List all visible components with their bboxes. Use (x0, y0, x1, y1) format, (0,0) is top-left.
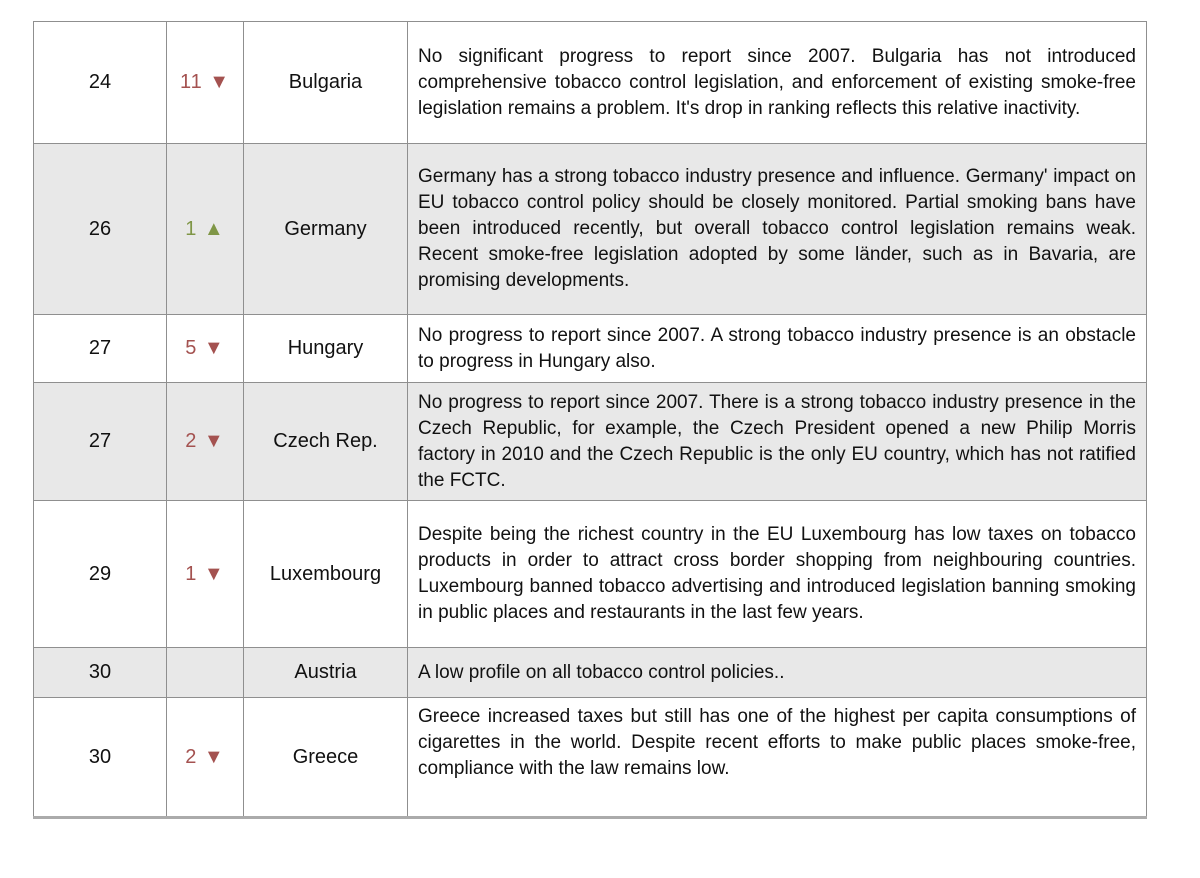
country-name: Luxembourg (243, 500, 408, 648)
country-name: Greece (243, 697, 408, 818)
rank-change-cell: 5 ▼ (166, 314, 244, 383)
country-comment: Despite being the richest country in the… (407, 500, 1147, 648)
rank-value: 30 (33, 647, 167, 698)
rank-change-down-icon: 1 ▼ (185, 562, 225, 585)
rank-change-cell: 11 ▼ (166, 21, 244, 144)
rank-change-cell: 1 ▲ (166, 143, 244, 315)
country-comment: Germany has a strong tobacco industry pr… (407, 143, 1147, 315)
rank-value: 24 (33, 21, 167, 144)
country-name: Hungary (243, 314, 408, 383)
table-row: 30 Austria A low profile on all tobacco … (33, 647, 1147, 698)
rank-change-cell (166, 647, 244, 698)
rank-value: 29 (33, 500, 167, 648)
country-name: Germany (243, 143, 408, 315)
country-comment: No progress to report since 2007. A stro… (407, 314, 1147, 383)
country-name: Bulgaria (243, 21, 408, 144)
rank-change-down-icon: 5 ▼ (185, 337, 225, 359)
rank-value: 27 (33, 382, 167, 501)
table-row: 27 5 ▼ Hungary No progress to report sin… (33, 314, 1147, 383)
table-row: 29 1 ▼ Luxembourg Despite being the rich… (33, 500, 1147, 648)
rank-change-cell: 1 ▼ (166, 500, 244, 648)
table-row: 26 1 ▲ Germany Germany has a strong toba… (33, 143, 1147, 315)
country-comment: Greece increased taxes but still has one… (407, 697, 1147, 818)
rank-change-down-icon: 2 ▼ (185, 745, 225, 768)
rank-value: 30 (33, 697, 167, 818)
rank-value: 27 (33, 314, 167, 383)
rank-change-cell: 2 ▼ (166, 382, 244, 501)
country-comment: A low profile on all tobacco control pol… (407, 647, 1147, 698)
country-comment: No progress to report since 2007. There … (407, 382, 1147, 501)
country-name: Czech Rep. (243, 382, 408, 501)
rank-change-down-icon: 2 ▼ (185, 430, 225, 452)
ranking-table: 24 11 ▼ Bulgaria No significant progress… (33, 21, 1147, 819)
country-name: Austria (243, 647, 408, 698)
table-row: 30 2 ▼ Greece Greece increased taxes but… (33, 697, 1147, 818)
rank-change-down-icon: 11 ▼ (179, 71, 231, 93)
rank-value: 26 (33, 143, 167, 315)
rank-change-cell: 2 ▼ (166, 697, 244, 818)
country-comment: No significant progress to report since … (407, 21, 1147, 144)
rank-change-up-icon: 1 ▲ (185, 217, 225, 240)
ranking-table-container: 24 11 ▼ Bulgaria No significant progress… (33, 21, 1147, 819)
table-row: 24 11 ▼ Bulgaria No significant progress… (33, 21, 1147, 144)
table-row: 27 2 ▼ Czech Rep. No progress to report … (33, 382, 1147, 501)
